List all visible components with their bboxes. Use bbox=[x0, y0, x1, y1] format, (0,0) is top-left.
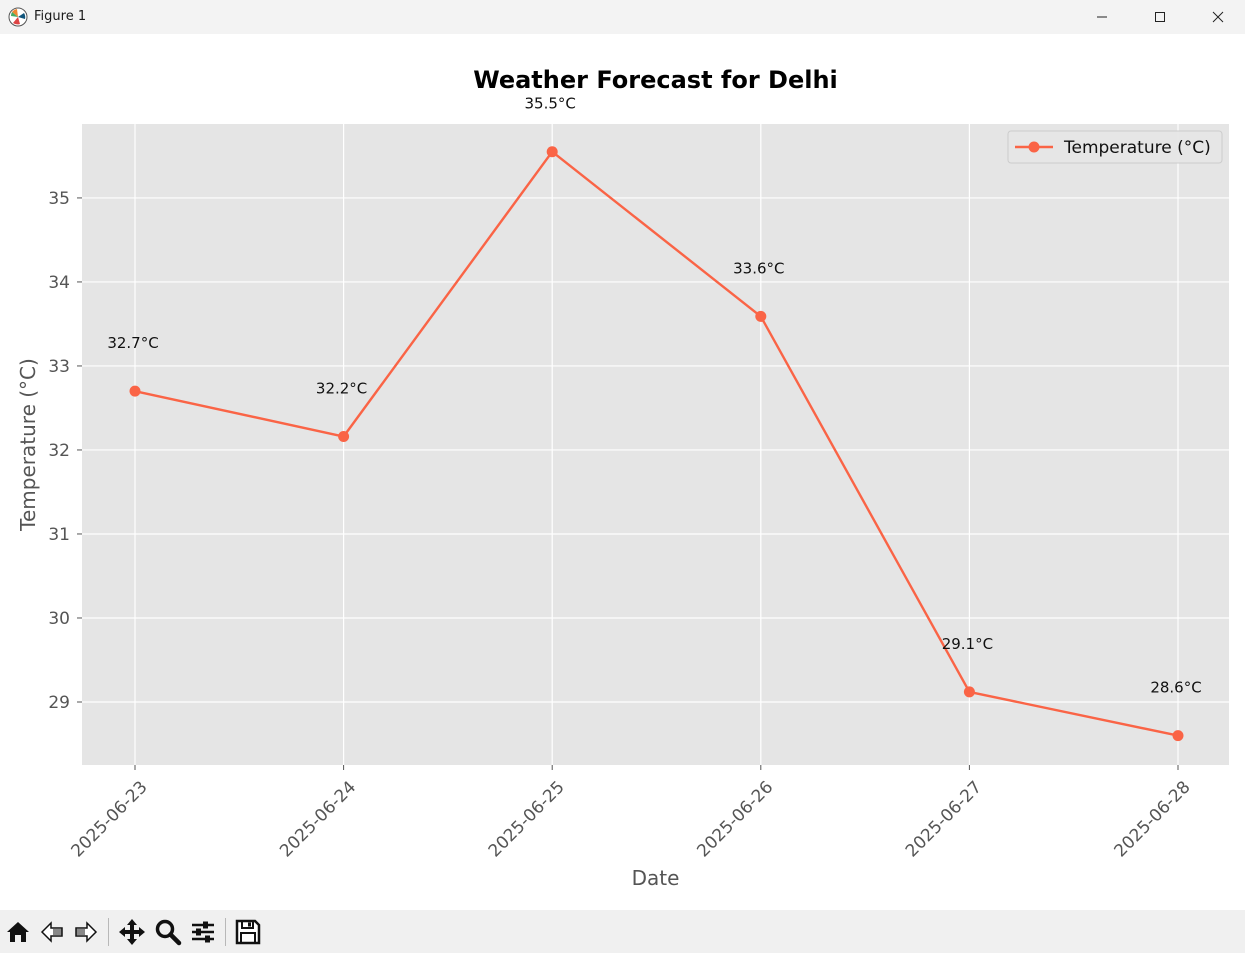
matplotlib-app-icon bbox=[8, 7, 28, 27]
y-tick-label: 32 bbox=[48, 441, 70, 461]
data-label: 35.5°C bbox=[525, 95, 576, 113]
y-tick-label: 31 bbox=[48, 525, 70, 545]
back-arrow-icon bbox=[40, 921, 63, 943]
navigation-toolbar bbox=[0, 910, 1245, 953]
maximize-icon bbox=[1155, 12, 1165, 22]
legend-marker bbox=[1028, 141, 1040, 153]
configure-subplots-icon bbox=[192, 921, 214, 943]
x-tick-label: 2025-06-27 bbox=[902, 777, 986, 861]
data-point bbox=[546, 146, 558, 158]
minimize-icon bbox=[1097, 16, 1107, 18]
pan-button[interactable] bbox=[116, 916, 148, 948]
figure-canvas: 29 30 31 32 33 34 35 2025-06-23 2025-06-24 2025-0… bbox=[0, 34, 1245, 910]
zoom-icon bbox=[155, 919, 182, 946]
minimize-button[interactable] bbox=[1073, 0, 1131, 34]
toolbar-separator bbox=[225, 918, 226, 946]
home-icon bbox=[7, 922, 29, 942]
data-point bbox=[338, 431, 350, 443]
data-point bbox=[963, 686, 975, 698]
home-button[interactable] bbox=[2, 916, 34, 948]
data-point bbox=[129, 385, 141, 397]
close-icon bbox=[1212, 11, 1224, 23]
chart-title: Weather Forecast for Delhi bbox=[473, 66, 838, 94]
pan-icon bbox=[119, 919, 145, 945]
legend-label: Temperature (°C) bbox=[1063, 138, 1211, 158]
forward-arrow-icon bbox=[75, 921, 98, 943]
x-tick-label: 2025-06-24 bbox=[276, 777, 360, 861]
data-label: 32.7°C bbox=[107, 334, 158, 352]
legend-box bbox=[1007, 130, 1223, 164]
data-point bbox=[755, 310, 767, 322]
data-label: 29.1°C bbox=[942, 635, 993, 653]
save-icon bbox=[235, 919, 261, 945]
back-button[interactable] bbox=[36, 916, 68, 948]
window-titlebar: Figure 1 bbox=[0, 0, 1245, 34]
x-tick-label: 2025-06-26 bbox=[693, 777, 777, 861]
forward-button[interactable] bbox=[70, 916, 102, 948]
save-button[interactable] bbox=[232, 916, 264, 948]
close-button[interactable] bbox=[1189, 0, 1245, 34]
maximize-button[interactable] bbox=[1131, 0, 1189, 34]
line-chart: 29 30 31 32 33 34 35 2025-06-23 2025-06-24 2025-0… bbox=[16, 66, 1229, 890]
data-label: 33.6°C bbox=[733, 259, 784, 277]
x-tick-label: 2025-06-28 bbox=[1111, 777, 1195, 861]
x-axis-label: Date bbox=[632, 866, 680, 890]
y-tick-label: 30 bbox=[48, 609, 70, 629]
data-point bbox=[1172, 730, 1184, 742]
toolbar-separator bbox=[108, 918, 109, 946]
window-title: Figure 1 bbox=[34, 9, 87, 24]
data-label: 28.6°C bbox=[1150, 679, 1201, 697]
x-tick-label: 2025-06-23 bbox=[68, 777, 152, 861]
y-tick-label: 29 bbox=[48, 693, 70, 713]
y-tick-label: 35 bbox=[48, 189, 70, 209]
configure-subplots-button[interactable] bbox=[187, 916, 219, 948]
y-tick-label: 33 bbox=[48, 357, 70, 377]
data-label: 32.2°C bbox=[316, 380, 367, 398]
series-line bbox=[134, 150, 1179, 737]
zoom-button[interactable] bbox=[152, 916, 184, 948]
x-tick-label: 2025-06-25 bbox=[485, 777, 569, 861]
plot-area bbox=[82, 124, 1229, 765]
y-tick-label: 34 bbox=[48, 273, 70, 293]
y-axis-label: Temperature (°C) bbox=[16, 358, 40, 532]
